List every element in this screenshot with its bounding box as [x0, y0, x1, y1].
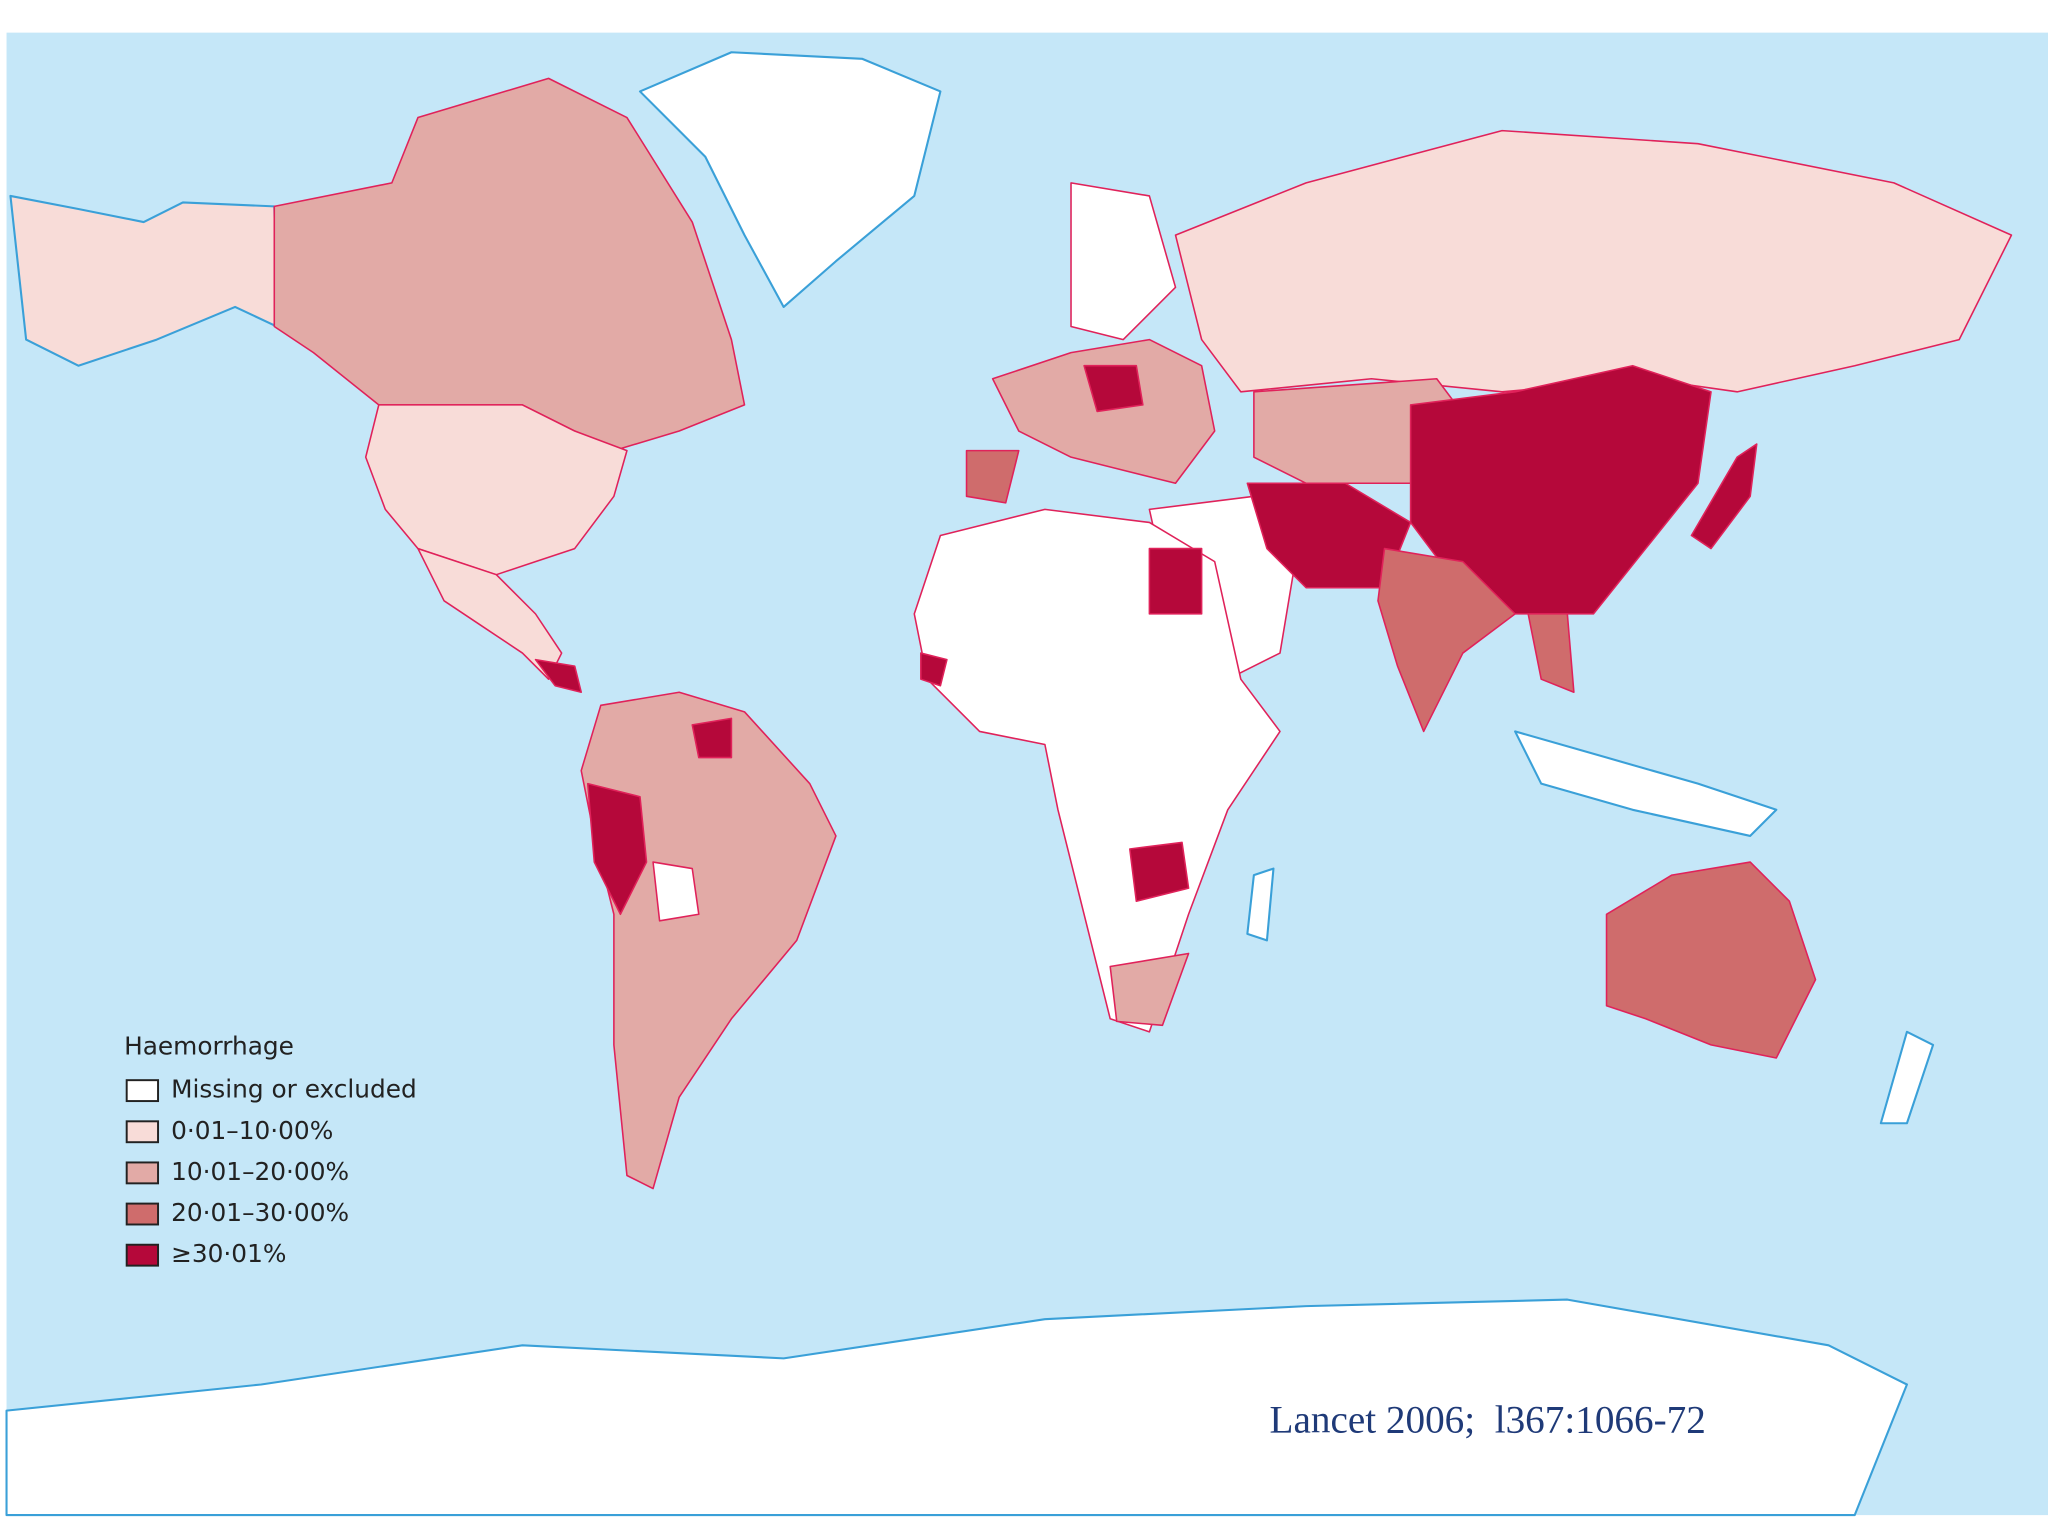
central-america: [534, 658, 583, 694]
guinea: [920, 652, 948, 687]
legend-label: ≥30·01%: [171, 1239, 286, 1268]
bolivia: [652, 861, 700, 922]
zambia: [1129, 841, 1190, 903]
legend-items: Missing or excluded 0·01–10·00% 10·01–20·0…: [125, 1075, 417, 1268]
usa: [364, 404, 628, 576]
iberia: [965, 449, 1020, 504]
legend-title: Haemorrhage: [124, 1032, 294, 1061]
south-africa: [1109, 952, 1190, 1027]
legend-label: 20·01–30·00%: [171, 1198, 349, 1227]
egypt: [1148, 547, 1203, 615]
countries: [5, 51, 2013, 1517]
japan: [1690, 443, 1758, 550]
legend-swatch: [125, 1079, 160, 1103]
antarctica: [5, 1298, 1908, 1517]
legend-swatch: [125, 1120, 160, 1144]
legend-swatch: [125, 1202, 160, 1226]
russia: [1174, 129, 2013, 393]
legend-label: 0·01–10·00%: [171, 1116, 333, 1145]
india: [1377, 547, 1516, 733]
central-europe: [1083, 364, 1144, 413]
new-zealand: [1879, 1030, 1935, 1125]
guianas: [691, 717, 733, 759]
australia: [1605, 861, 1817, 1059]
scandinavia: [1070, 182, 1177, 341]
legend-label: Missing or excluded: [171, 1075, 417, 1104]
se-asia: [1527, 613, 1575, 694]
indonesia: [1514, 730, 1778, 837]
legend: Haemorrhage Missing or excluded 0·01–10·0…: [124, 1032, 417, 1269]
europe: [991, 338, 1216, 485]
canada: [273, 77, 746, 452]
legend-swatch: [125, 1161, 160, 1185]
greenland: [638, 51, 942, 308]
peru: [586, 782, 648, 916]
legend-label: 10·01–20·00%: [171, 1157, 349, 1186]
madagascar: [1246, 867, 1275, 942]
legend-swatch: [125, 1243, 160, 1267]
citation: Lancet 2006; l367:1066-72: [1270, 1399, 1706, 1442]
mexico: [417, 547, 563, 680]
